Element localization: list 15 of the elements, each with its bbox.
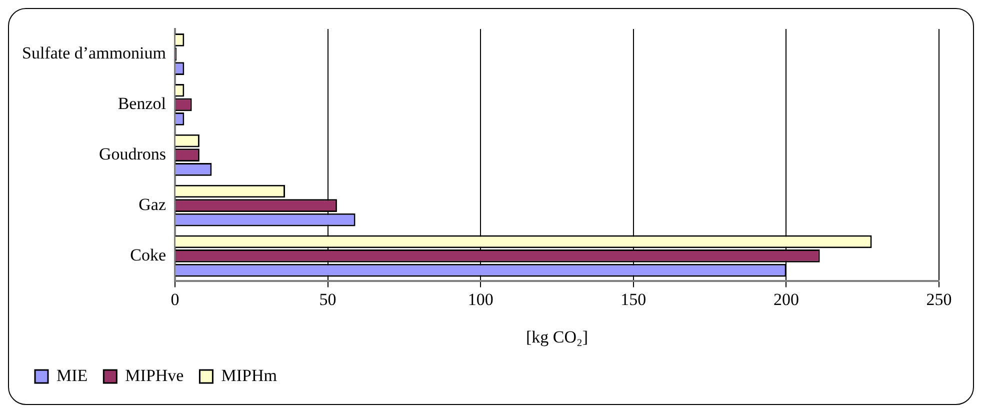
y-tick-label: Sulfate d’ammonium (22, 44, 166, 63)
legend-label: MIPHm (221, 366, 277, 385)
x-axis-title: [kg CO₂] (526, 327, 588, 346)
x-tick-label: 200 (773, 290, 799, 309)
legend-label: MIPHve (125, 366, 184, 385)
y-tick-label: Gaz (138, 195, 166, 214)
x-tick-label: 150 (620, 290, 646, 309)
x-tick-label: 50 (319, 290, 336, 309)
x-tick-label: 0 (170, 290, 180, 309)
legend-label: MIE (56, 366, 88, 385)
y-tick-label: Coke (130, 245, 166, 264)
x-tick-label: 250 (926, 290, 952, 309)
y-tick-label: Benzol (118, 94, 166, 114)
x-tick-label: 100 (468, 290, 494, 309)
y-tick-label: Goudrons (98, 144, 166, 164)
